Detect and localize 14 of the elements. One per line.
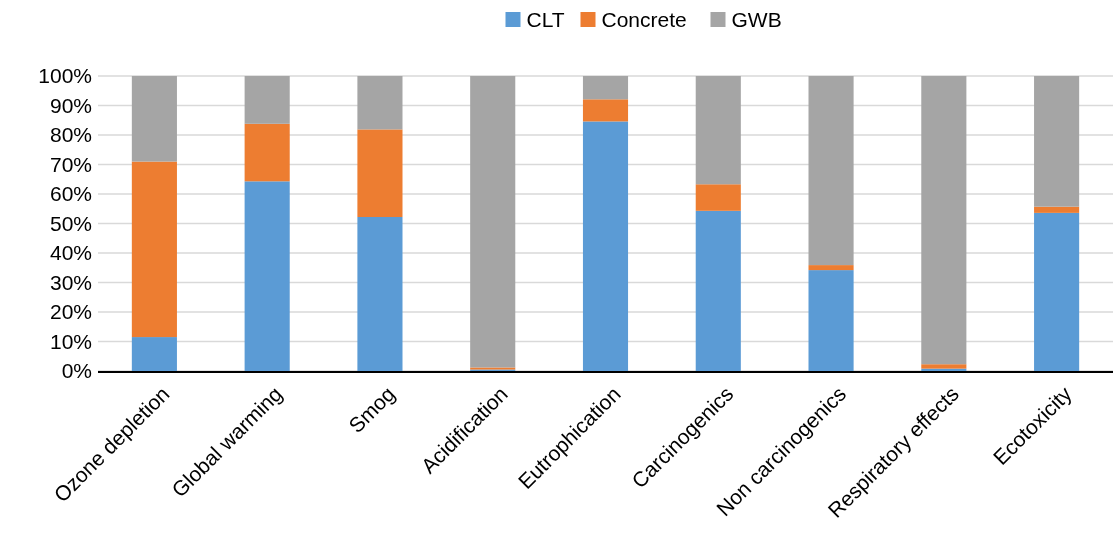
legend-label: Concrete (601, 8, 687, 32)
y-tick-label: 80% (49, 123, 92, 147)
y-tick-label: 20% (49, 300, 92, 324)
legend-label: CLT (526, 8, 565, 32)
legend-label: GWB (731, 8, 782, 32)
y-tick-label: 0% (61, 359, 92, 383)
y-tick-label: 90% (49, 93, 92, 117)
y-tick-label: 10% (49, 329, 92, 353)
y-tick-label: 100% (38, 64, 92, 88)
y-tick-label: 60% (49, 182, 92, 206)
y-tick-label: 70% (49, 152, 92, 176)
y-tick-label: 50% (49, 211, 92, 235)
y-tick-label: 30% (49, 270, 92, 294)
y-tick-label: 40% (49, 241, 92, 265)
